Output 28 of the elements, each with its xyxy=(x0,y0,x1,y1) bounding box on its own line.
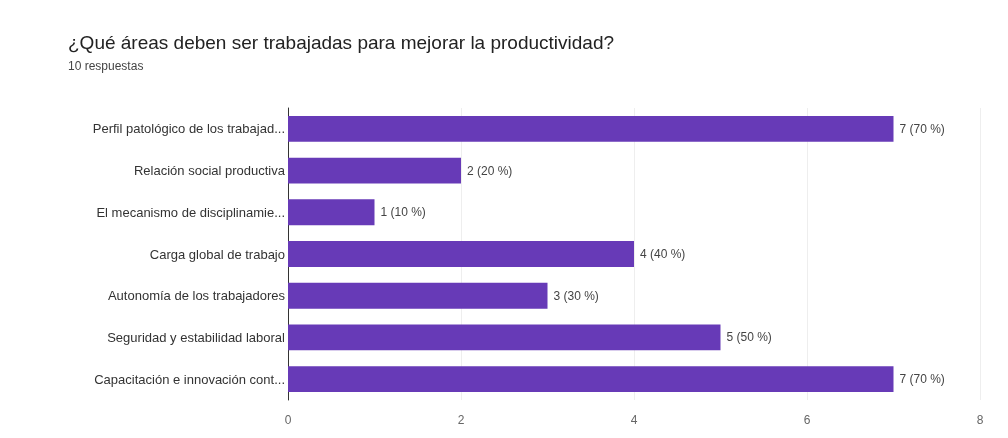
data-label: 1 (10 %) xyxy=(380,205,426,220)
x-tick-label: 0 xyxy=(284,413,292,427)
x-tick-label: 8 xyxy=(976,413,984,427)
y-tick-label: Relación social productiva xyxy=(133,163,286,179)
x-tick-label: 6 xyxy=(803,413,811,427)
bar xyxy=(288,157,461,184)
text: 10 respuestas xyxy=(68,59,144,73)
chart-title: ¿Qué áreas deben ser trabajadas para mejorar la productividad? xyxy=(68,32,615,53)
data-label: 7 (70 %) xyxy=(899,121,945,136)
x-tick-label: 2 xyxy=(457,413,465,427)
data-label: 4 (40 %) xyxy=(640,247,686,261)
data-label: 2 (20 %) xyxy=(467,163,513,178)
y-tick-label: Carga global de trabajo xyxy=(149,246,285,262)
y-tick-label: Capacitación e innovación cont... xyxy=(94,371,285,387)
y-tick-label: Autonomía de los trabajadores xyxy=(107,288,286,304)
y-tick-label: El mecanismo de disciplinamie... xyxy=(96,204,285,220)
y-tick-label: Perfil patológico de los trabajad... xyxy=(92,121,285,137)
data-label: 7 (70 %) xyxy=(899,372,945,387)
data-label: 3 (30 %) xyxy=(553,288,599,303)
bar xyxy=(288,199,375,226)
x-tick-label: 4 xyxy=(630,413,638,427)
bar xyxy=(288,115,894,142)
bar xyxy=(288,241,634,267)
data-label: 5 (50 %) xyxy=(726,330,772,345)
bar xyxy=(288,282,548,309)
y-tick-label: Seguridad y estabilidad laboral xyxy=(107,329,286,345)
bar xyxy=(288,324,721,351)
bar xyxy=(288,366,894,393)
